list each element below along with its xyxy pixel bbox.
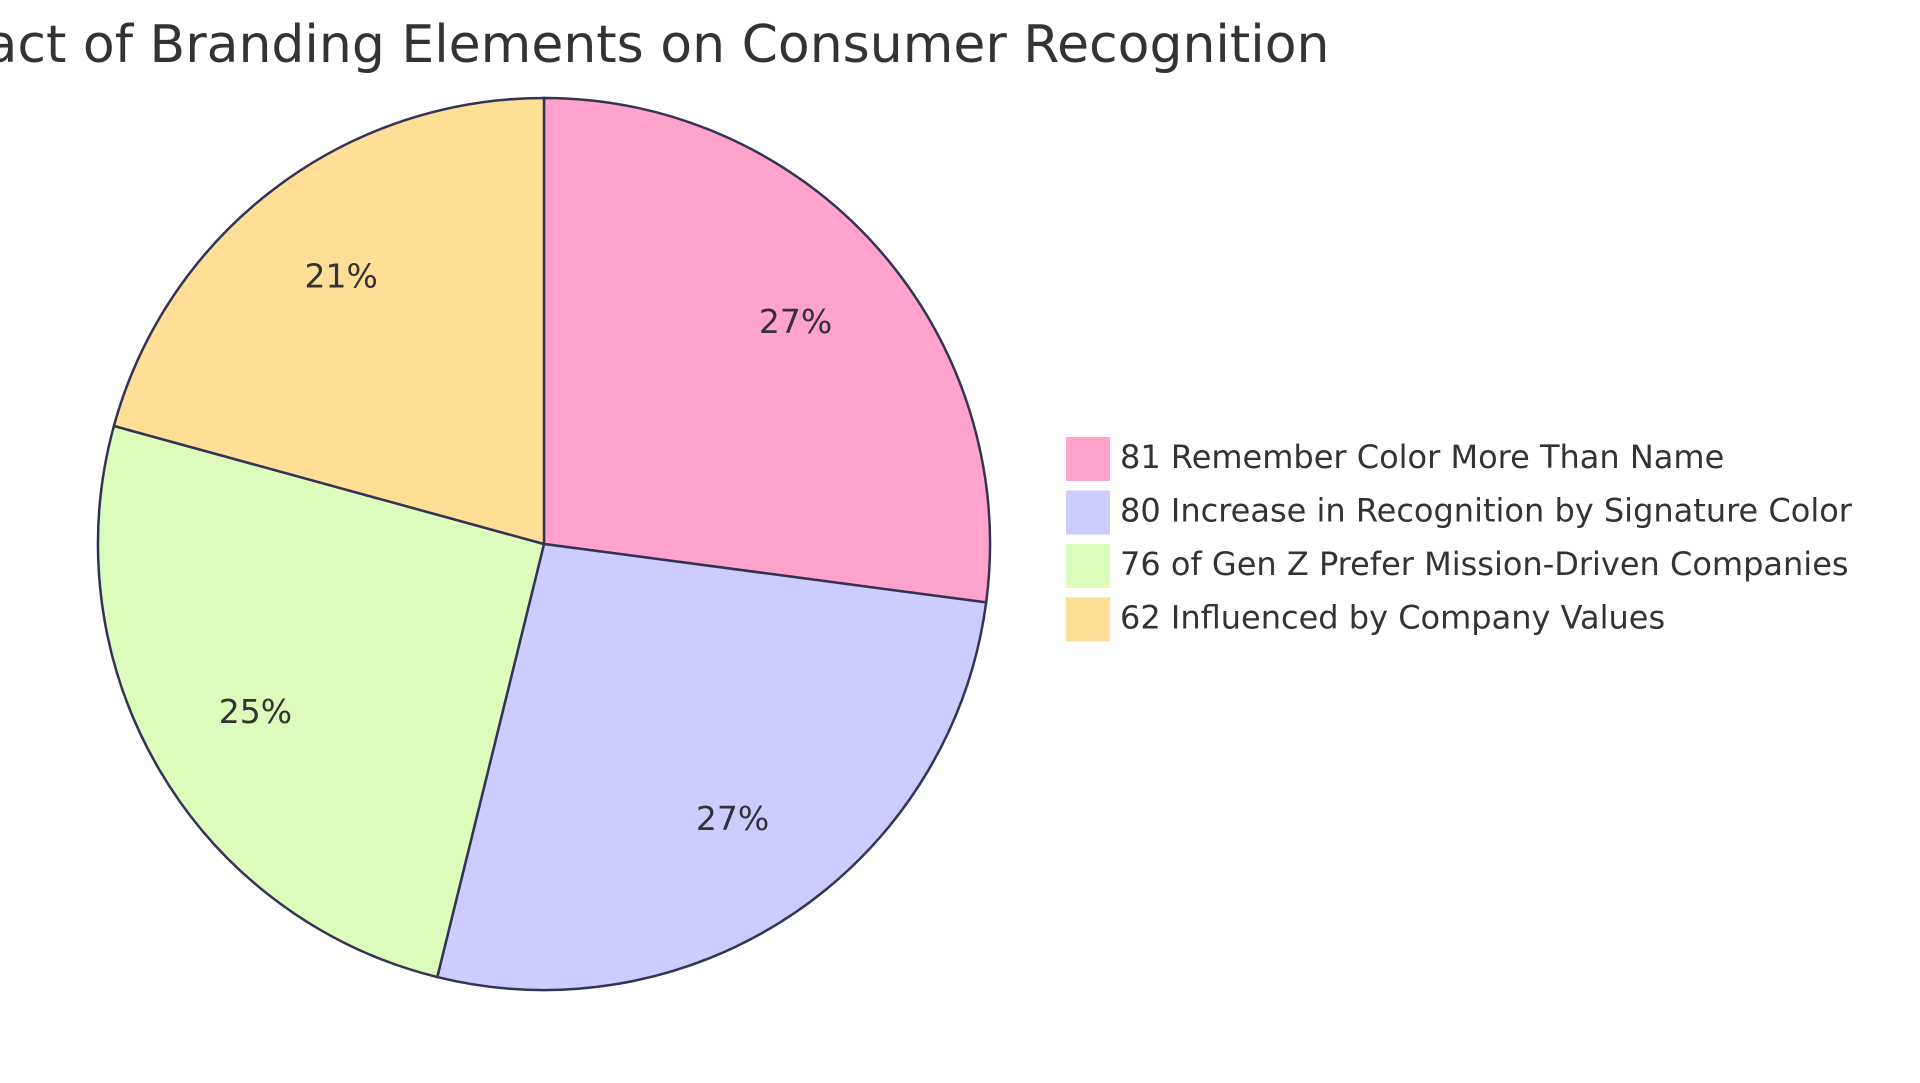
- pie-slice-4: [112, 96, 546, 546]
- pie-slices: [96, 96, 992, 992]
- pie-slice-1: [542, 96, 992, 604]
- legend-swatch-4: [1066, 597, 1110, 642]
- legend: 81 Remember Color More Than Name 80 Incre…: [1066, 437, 1853, 642]
- legend-label-1: 81 Remember Color More Than Name: [1120, 438, 1724, 476]
- pie-slice-2: [435, 542, 988, 992]
- chart-title: Impact of Branding Elements on Consumer …: [0, 15, 1329, 75]
- pie-slice-3: [96, 424, 546, 979]
- legend-label-2: 80 Increase in Recognition by Signature …: [1120, 492, 1853, 530]
- legend-swatch-2: [1066, 490, 1110, 535]
- pie-slice-label-2: 27%: [696, 799, 769, 838]
- pie-slice-labels: 27% 27% 25% 21%: [219, 257, 832, 838]
- legend-swatch-1: [1066, 437, 1110, 481]
- legend-swatch-3: [1066, 544, 1110, 588]
- pie-slice-label-1: 27%: [759, 302, 832, 341]
- legend-label-3: 76 of Gen Z Prefer Mission-Driven Compan…: [1120, 545, 1849, 583]
- legend-label-4: 62 Influenced by Company Values: [1120, 599, 1665, 637]
- pie-slice-label-3: 25%: [219, 692, 292, 731]
- pie-slice-label-4: 21%: [305, 257, 378, 296]
